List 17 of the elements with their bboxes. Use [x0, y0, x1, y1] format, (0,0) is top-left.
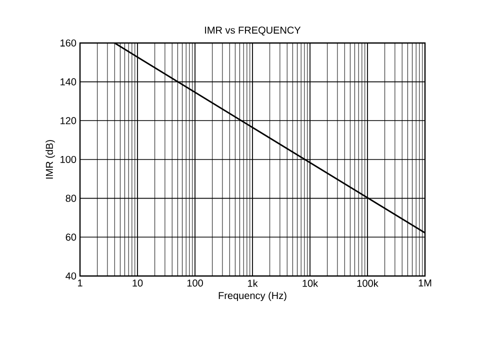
y-tick-label: 40	[66, 272, 76, 280]
chart-title: IMR vs FREQUENCY	[205, 26, 301, 36]
y-tick-label: 80	[66, 194, 76, 202]
x-tick-label: 100k	[357, 280, 378, 287]
x-tick-label: 100	[187, 280, 203, 287]
y-tick-label: 160	[60, 39, 76, 47]
x-axis-title: Frequency (Hz)	[218, 292, 286, 302]
y-tick-label: 100	[60, 156, 76, 164]
x-tick-label: 10	[132, 280, 143, 287]
y-tick-label: 60	[66, 234, 76, 241]
x-tick-label: 1	[78, 280, 82, 286]
y-axis-title: IMR (dB)	[46, 140, 55, 179]
x-tick-label: 1k	[248, 280, 258, 287]
x-tick-label: 10k	[302, 280, 318, 287]
y-tick-label: 140	[60, 78, 76, 86]
y-tick-label: 120	[60, 117, 76, 124]
x-tick-label: 1M	[418, 280, 432, 286]
